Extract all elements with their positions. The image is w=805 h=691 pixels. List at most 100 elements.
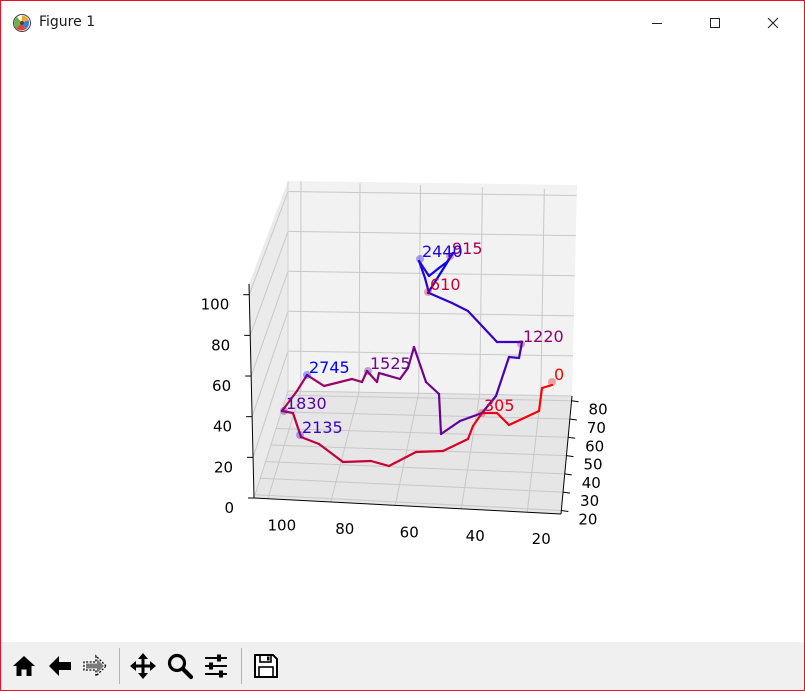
point-marker <box>517 340 525 348</box>
trajectory-segment <box>502 355 511 374</box>
trajectory-segment <box>412 345 428 384</box>
pan-button[interactable] <box>127 649 159 683</box>
y-grid-line <box>276 427 569 438</box>
close-icon <box>767 17 779 29</box>
z-tick-label: 60 <box>212 377 231 395</box>
x-grid-line <box>358 183 361 393</box>
sliders-icon <box>205 654 227 678</box>
z-grid-line <box>287 191 577 197</box>
y-tick-label: 60 <box>585 437 604 455</box>
magnifier-icon <box>167 653 194 680</box>
trajectory-segment <box>537 386 544 413</box>
x-grid-line <box>330 392 360 503</box>
trajectory-segment <box>414 449 445 454</box>
trajectory-segment <box>322 377 354 388</box>
y-tick-label: 40 <box>582 474 601 492</box>
trajectory-segment <box>280 389 299 413</box>
point-label: 2440 <box>422 242 463 261</box>
x-grid-line <box>526 395 542 513</box>
trajectory-segment <box>387 450 418 468</box>
trajectory-segment <box>450 301 470 313</box>
trajectory-segment <box>426 264 447 295</box>
minimize-button[interactable] <box>628 1 686 45</box>
back-button[interactable] <box>44 649 76 683</box>
axis-lines <box>243 181 579 515</box>
y-grid-line <box>270 444 567 457</box>
trajectory-segment <box>280 409 295 415</box>
z-axis-line <box>248 283 255 499</box>
z-tick-label: 20 <box>214 458 233 476</box>
trajectory-segment <box>360 369 369 384</box>
zoom-button[interactable] <box>164 649 196 683</box>
z-grid-line <box>248 191 289 295</box>
point-marker <box>424 288 432 296</box>
point-label: 0 <box>554 365 564 384</box>
point-marker <box>446 252 454 260</box>
z-grid-line <box>287 230 576 237</box>
z-grid-line <box>252 350 289 458</box>
floppy-disk-icon <box>254 654 278 678</box>
z-tick-label: 40 <box>213 418 232 436</box>
x-tick-label: 80 <box>335 520 354 538</box>
close-button[interactable] <box>744 1 802 45</box>
title-bar[interactable]: Figure 1 <box>1 1 804 45</box>
trajectory-segment <box>466 309 499 344</box>
x-tick-label: 40 <box>466 527 485 545</box>
trajectory-segment <box>317 442 345 464</box>
y-tick-mark <box>561 509 569 512</box>
y-grid-line <box>260 477 564 493</box>
point-marker <box>478 409 486 417</box>
trajectory-segment <box>507 409 541 427</box>
y-tick-mark <box>564 473 572 476</box>
trajectory-segment <box>417 259 431 278</box>
trajectory-segment <box>540 383 554 390</box>
point-marker <box>548 378 556 386</box>
trajectory-segment <box>424 380 441 396</box>
x-grid-line <box>460 394 481 509</box>
z-grid-line <box>250 271 289 377</box>
move-icon <box>130 653 156 679</box>
configure-subplots-button[interactable] <box>200 649 232 683</box>
point-label: 1525 <box>370 354 411 373</box>
trajectory-segment <box>437 392 443 436</box>
z-tick-label: 0 <box>224 499 234 517</box>
trajectory-segment <box>458 411 484 423</box>
maximize-icon <box>710 18 720 28</box>
trajectory-segment <box>439 419 462 436</box>
arrow-left-icon <box>49 656 71 676</box>
trajectory-segment <box>517 340 524 360</box>
y-grid-line <box>265 461 565 475</box>
x-tick-label: 60 <box>400 523 419 541</box>
y-tick-mark <box>562 491 571 494</box>
z-tick-label: 80 <box>211 336 230 354</box>
save-button[interactable] <box>250 649 282 683</box>
trajectory-segment <box>507 355 521 360</box>
matplotlib-icon <box>13 14 31 32</box>
trajectory-series <box>280 251 554 468</box>
trajectory-segment <box>291 411 303 439</box>
z-grid-line <box>251 311 289 417</box>
home-button[interactable] <box>8 649 40 683</box>
maximize-button[interactable] <box>686 1 744 45</box>
trajectory-segment <box>377 371 402 381</box>
point-label: 915 <box>452 239 483 258</box>
point-marker <box>296 431 304 439</box>
trajectory-segment <box>427 266 441 278</box>
trajectory-segment <box>341 459 373 464</box>
y-tick-label: 30 <box>580 492 599 510</box>
forward-button[interactable] <box>79 649 111 683</box>
trajectory-segment <box>427 291 454 305</box>
x-grid-line <box>267 391 302 499</box>
point-marker <box>416 255 424 263</box>
toolbar-separator <box>241 648 242 684</box>
z-grid-line <box>287 390 573 397</box>
trajectory-segment <box>441 437 470 453</box>
trajectory-segment <box>299 435 321 446</box>
point-marker <box>364 367 372 375</box>
y-tick-label: 50 <box>583 456 602 474</box>
trajectory-segment <box>365 369 379 384</box>
